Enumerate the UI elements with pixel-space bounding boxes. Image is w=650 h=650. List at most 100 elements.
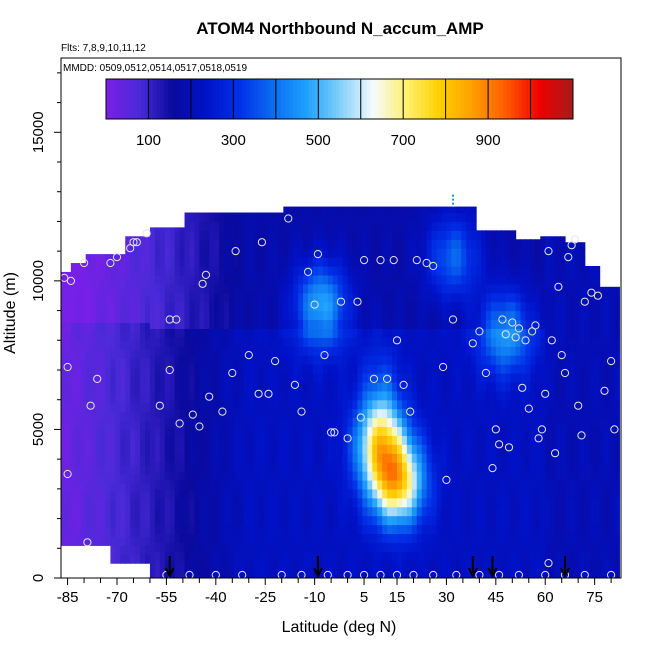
heatmap-cell — [81, 527, 87, 537]
heatmap-cell — [545, 560, 551, 570]
heatmap-cell — [318, 480, 324, 490]
heatmap-cell — [417, 284, 423, 294]
heatmap-cell — [160, 409, 166, 419]
heatmap-cell — [283, 507, 289, 517]
heatmap-cell — [101, 340, 107, 350]
heatmap-cell — [130, 501, 136, 511]
heatmap-cell — [560, 373, 566, 383]
heatmap-cell — [150, 355, 156, 365]
heatmap-cell — [115, 527, 121, 537]
heatmap-cell — [555, 542, 561, 552]
heatmap-cell — [402, 444, 408, 454]
heatmap-cell — [451, 435, 457, 445]
colorbar-segment — [554, 79, 558, 119]
heatmap-cell — [486, 328, 492, 338]
heatmap-cell — [521, 516, 527, 526]
heatmap-cell — [545, 236, 551, 240]
heatmap-cell — [101, 438, 107, 448]
heatmap-cell — [535, 364, 541, 374]
heatmap-cell — [367, 498, 373, 508]
heatmap-cell — [204, 230, 210, 240]
heatmap-cell — [590, 275, 596, 285]
heatmap-cell — [229, 373, 235, 383]
heatmap-cell — [120, 492, 126, 502]
heatmap-cell — [170, 533, 176, 543]
heatmap-cell — [367, 239, 373, 249]
heatmap-cell — [194, 542, 200, 552]
heatmap-cell — [471, 213, 477, 223]
heatmap-cell — [461, 551, 467, 561]
heatmap-cell — [170, 355, 176, 365]
heatmap-cell — [269, 275, 275, 285]
heatmap-cell — [545, 471, 551, 481]
heatmap-cell — [446, 391, 452, 401]
colorbar-segment — [452, 79, 456, 119]
heatmap-cell — [525, 302, 531, 312]
heatmap-cell — [357, 489, 363, 499]
heatmap-cell — [229, 346, 235, 356]
heatmap-cell — [323, 319, 329, 329]
heatmap-cell — [609, 391, 615, 401]
heatmap-cell — [189, 391, 195, 401]
heatmap-cell — [120, 340, 126, 350]
heatmap-cell — [101, 305, 107, 315]
heatmap-cell — [71, 519, 77, 529]
heatmap-cell — [565, 426, 571, 436]
heatmap-cell — [441, 551, 447, 561]
heatmap-cell — [110, 412, 116, 422]
heatmap-cell — [209, 239, 215, 249]
heatmap-cell — [432, 337, 438, 347]
heatmap-cell — [422, 346, 428, 356]
heatmap-cell — [565, 480, 571, 490]
x-tick-label: -85 — [57, 589, 79, 606]
heatmap-cell — [115, 385, 121, 395]
heatmap-cell — [165, 311, 171, 321]
heatmap-cell — [313, 498, 319, 508]
heatmap-cell — [338, 453, 344, 463]
heatmap-cell — [91, 331, 97, 341]
heatmap-cell — [387, 418, 393, 428]
heatmap-cell — [264, 498, 270, 508]
heatmap-cell — [451, 239, 457, 249]
heatmap-cell — [570, 426, 576, 436]
heatmap-cell — [555, 435, 561, 445]
heatmap-cell — [481, 373, 487, 383]
heatmap-cell — [357, 462, 363, 472]
heatmap-cell — [185, 551, 191, 561]
heatmap-cell — [530, 569, 536, 579]
heatmap-cell — [259, 337, 265, 347]
heatmap-cell — [155, 525, 161, 535]
heatmap-cell — [362, 426, 368, 436]
heatmap-cell — [105, 510, 111, 520]
heatmap-cell — [521, 284, 527, 294]
heatmap-cell — [367, 409, 373, 419]
heatmap-cell — [244, 542, 250, 552]
heatmap-cell — [496, 391, 502, 401]
heatmap-cell — [372, 489, 378, 499]
heatmap-cell — [417, 382, 423, 392]
heatmap-cell — [209, 355, 215, 365]
heatmap-cell — [175, 391, 181, 401]
heatmap-cell — [560, 409, 566, 419]
heatmap-cell — [377, 551, 383, 561]
heatmap-cell — [580, 275, 586, 285]
heatmap-cell — [239, 391, 245, 401]
heatmap-cell — [135, 510, 141, 520]
heatmap-cell — [348, 230, 354, 240]
heatmap-cell — [412, 311, 418, 321]
heatmap-cell — [165, 266, 171, 276]
heatmap-cell — [130, 278, 136, 288]
heatmap-cell — [204, 426, 210, 436]
colorbar-segment — [378, 79, 382, 119]
heatmap-cell — [234, 462, 240, 472]
heatmap-cell — [511, 400, 517, 410]
heatmap-cell — [204, 525, 210, 535]
heatmap-cell — [130, 296, 136, 306]
heatmap-cell — [387, 239, 393, 249]
heatmap-cell — [125, 305, 131, 315]
heatmap-cell — [521, 364, 527, 374]
heatmap-cell — [407, 275, 413, 285]
heatmap-cell — [609, 444, 615, 454]
heatmap-cell — [392, 213, 398, 223]
heatmap-cell — [392, 319, 398, 329]
